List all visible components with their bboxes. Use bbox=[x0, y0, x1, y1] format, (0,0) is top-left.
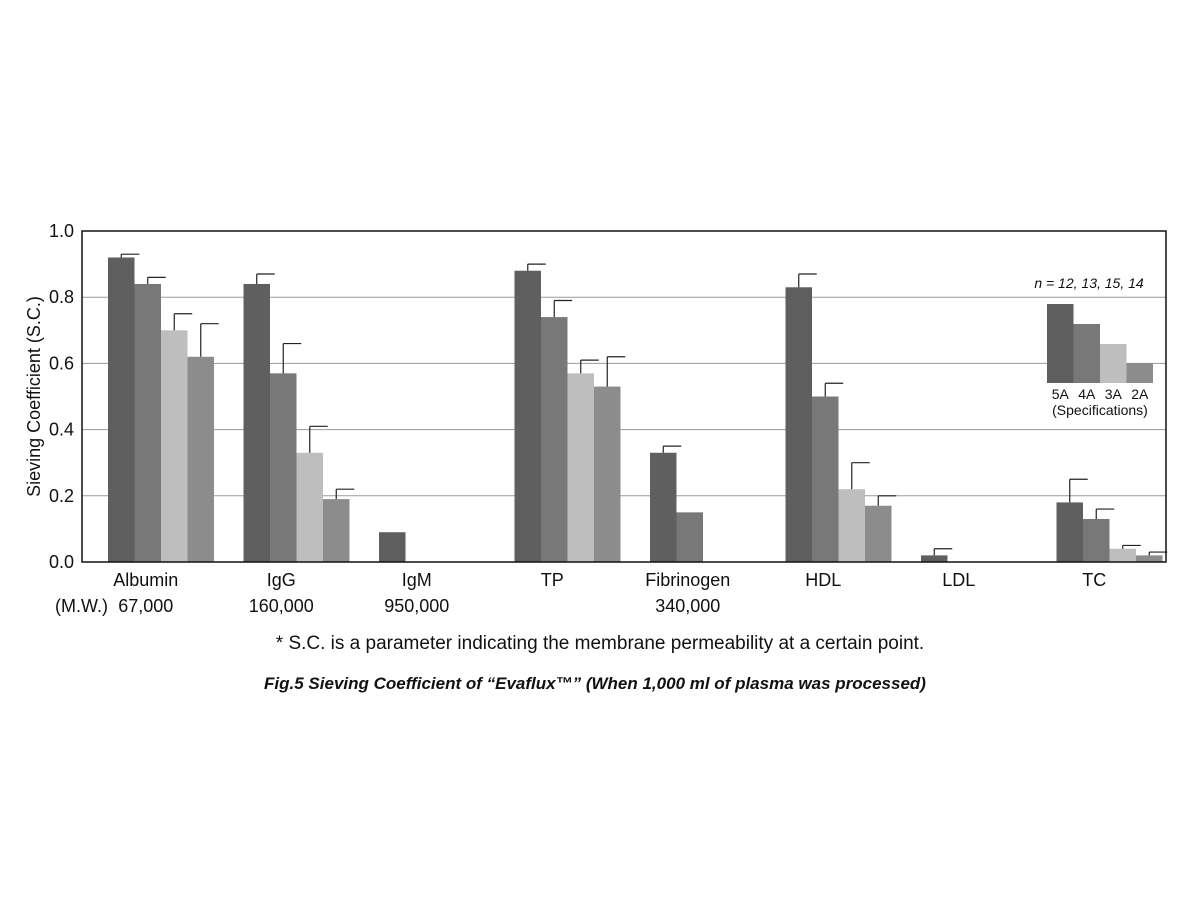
bar-4A-tp bbox=[541, 317, 568, 562]
bar-5A-hdl bbox=[785, 287, 812, 562]
legend-swatch-3A bbox=[1100, 344, 1127, 383]
bar-2A-hdl bbox=[865, 505, 892, 562]
plot-frame bbox=[81, 230, 1167, 563]
category-label: Fibrinogen bbox=[645, 570, 730, 590]
y-tick-label: 0.6 bbox=[49, 353, 74, 373]
legend-label-5A: 5A bbox=[1052, 386, 1070, 402]
legend-label-2A: 2A bbox=[1131, 386, 1149, 402]
bar-5A-igm bbox=[379, 532, 406, 562]
bar-4A-albumin bbox=[134, 283, 161, 562]
bar-5A-tc bbox=[1056, 502, 1083, 562]
molecular-weight-label: 160,000 bbox=[249, 596, 314, 616]
bar-5A-tp bbox=[514, 270, 541, 562]
bar-3A-igg bbox=[296, 452, 323, 562]
molecular-weight-label: 950,000 bbox=[384, 596, 449, 616]
legend-n-text: n = 12, 13, 15, 14 bbox=[1034, 275, 1144, 291]
bar-2A-albumin bbox=[187, 356, 214, 562]
mw-label: (M.W.) bbox=[55, 596, 108, 616]
y-tick-label: 0.4 bbox=[49, 420, 74, 440]
legend-swatch-5A bbox=[1047, 304, 1074, 383]
bar-2A-tp bbox=[594, 386, 621, 562]
bar-4A-igg bbox=[270, 373, 297, 562]
molecular-weight-label: 340,000 bbox=[655, 596, 720, 616]
molecular-weight-label: 67,000 bbox=[118, 596, 173, 616]
bar-5A-ldl bbox=[921, 555, 948, 562]
category-label: HDL bbox=[805, 570, 841, 590]
bar-3A-albumin bbox=[161, 330, 188, 562]
y-tick-label: 0.2 bbox=[49, 486, 74, 506]
bar-3A-tc bbox=[1109, 548, 1136, 562]
category-label: Albumin bbox=[113, 570, 178, 590]
category-label: IgM bbox=[402, 570, 432, 590]
bar-2A-tc bbox=[1136, 555, 1163, 562]
y-tick-label: 0.0 bbox=[49, 552, 74, 572]
bar-5A-igg bbox=[243, 283, 270, 562]
legend-swatch-4A bbox=[1073, 324, 1100, 383]
bar-5A-albumin bbox=[108, 257, 135, 562]
category-label: TC bbox=[1082, 570, 1106, 590]
y-axis-label: Sieving Coefficient (S.C.) bbox=[24, 296, 44, 497]
bar-4A-tc bbox=[1083, 518, 1110, 562]
category-label: TP bbox=[541, 570, 564, 590]
bar-3A-tp bbox=[567, 373, 594, 562]
y-tick-label: 0.8 bbox=[49, 287, 74, 307]
category-label: LDL bbox=[942, 570, 975, 590]
y-tick-label: 1.0 bbox=[49, 221, 74, 241]
figure-caption: Fig.5 Sieving Coefficient of “Evaflux™” … bbox=[264, 674, 926, 693]
legend-subtitle: (Specifications) bbox=[1052, 402, 1148, 418]
legend-label-4A: 4A bbox=[1078, 386, 1096, 402]
footnote: * S.C. is a parameter indicating the mem… bbox=[275, 633, 925, 654]
bar-2A-igg bbox=[323, 499, 350, 562]
legend-label-3A: 3A bbox=[1105, 386, 1123, 402]
bar-5A-fibrinogen bbox=[650, 452, 677, 562]
bar-3A-hdl bbox=[838, 489, 865, 562]
category-label: IgG bbox=[267, 570, 296, 590]
bar-4A-hdl bbox=[812, 396, 839, 562]
bar-4A-fibrinogen bbox=[676, 512, 703, 562]
legend-swatch-2A bbox=[1126, 363, 1153, 383]
